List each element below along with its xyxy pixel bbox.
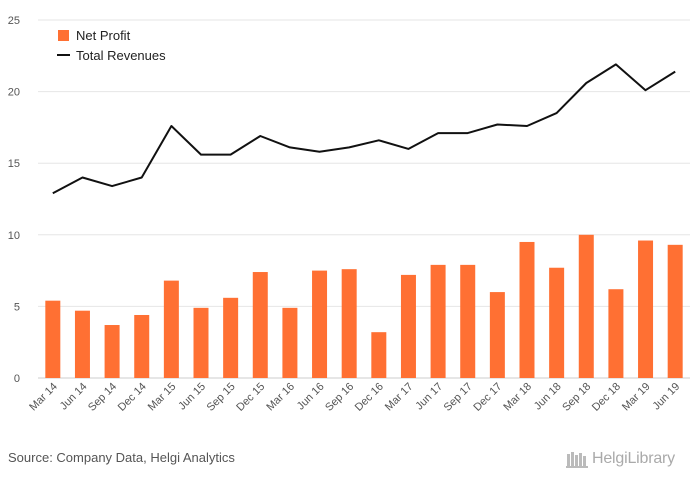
bookshelf-icon [566,452,588,468]
legend: Net Profit Total Revenues [57,28,166,63]
x-tick-label: Jun 16 [295,381,327,413]
net-profit-bar [549,267,565,378]
net-profit-bar [341,269,357,378]
net-profit-bar [282,307,298,378]
y-tick-label: 0 [14,373,20,385]
x-tick-label: Mar 14 [27,381,60,414]
net-profit-bar [430,264,446,378]
y-tick-label: 20 [8,87,20,99]
net-profit-bar [45,300,61,378]
x-tick-label: Mar 19 [620,381,653,414]
x-tick-label: Dec 17 [471,381,504,414]
x-tick-label: Jun 15 [176,381,208,413]
total-revenues-series-line [52,63,676,195]
logo-text: HelgiLibrary [592,450,675,467]
x-tick-label: Jun 17 [413,381,445,413]
x-tick-label: Mar 17 [383,381,416,414]
x-tick-label: Sep 18 [560,381,593,414]
net-profit-bar [134,314,150,378]
x-tick-label: Jun 18 [532,381,564,413]
x-tick-label: Sep 14 [86,381,119,414]
net-profit-bar [223,297,239,378]
x-tick-label: Jun 19 [650,381,682,413]
x-tick-label: Mar 16 [264,381,297,414]
x-tick-label: Mar 15 [146,381,179,414]
net-profit-bar [460,264,476,378]
x-tick-label: Sep 15 [205,381,238,414]
x-tick-label: Dec 18 [590,381,623,414]
net-profit-bar [163,280,179,378]
net-profit-bars [45,234,683,378]
total-revenues-line [52,63,676,195]
helgi-library-logo: HelgiLibrary [566,448,675,470]
y-tick-label: 15 [8,158,20,170]
net-profit-bar [74,310,90,378]
x-tick-label: Dec 15 [234,381,267,414]
y-tick-label: 10 [8,230,20,242]
net-profit-bar [667,244,683,378]
net-profit-bar [400,274,416,378]
net-profit-bar [193,307,209,378]
y-axis-ticks: 0 5 10 15 20 25 [8,15,20,385]
net-profit-bar [608,289,624,378]
source-note: Source: Company Data, Helgi Analytics [8,450,235,465]
x-tick-label: Sep 16 [323,381,356,414]
x-tick-label: Sep 17 [442,381,475,414]
net-profit-bar [489,292,505,378]
y-tick-label: 25 [8,15,20,27]
y-tick-label: 5 [14,301,20,313]
legend-label-total-revenues: Total Revenues [76,48,166,63]
legend-swatch-net-profit [58,30,69,41]
x-tick-label: Dec 16 [353,381,386,414]
net-profit-bar [371,332,387,378]
net-profit-bar [578,234,594,378]
net-profit-bar [638,240,654,378]
net-profit-bar [104,325,120,378]
net-profit-bar [519,241,535,378]
x-tick-label: Jun 14 [58,381,90,413]
x-tick-label: Dec 14 [116,381,149,414]
net-profit-bar [312,270,328,378]
legend-label-net-profit: Net Profit [76,28,131,43]
net-profit-bar [252,272,268,378]
x-tick-label: Mar 18 [501,381,534,414]
